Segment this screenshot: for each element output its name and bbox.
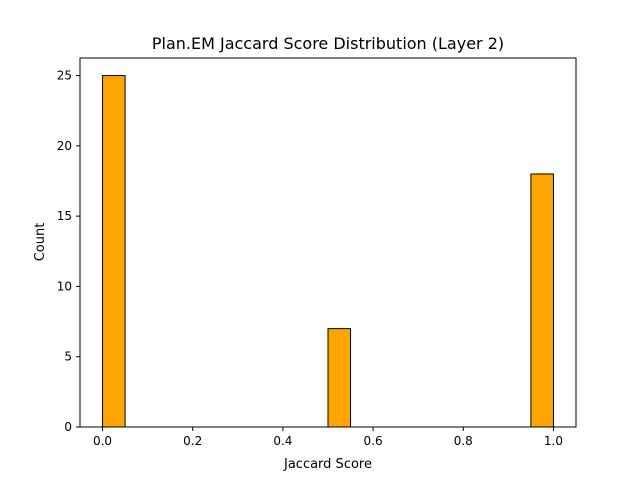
plot-area-frame [79, 57, 577, 428]
histogram-bar-2 [530, 173, 554, 428]
y-axis-label: Count [33, 223, 48, 262]
x-tick-label-1: 0.2 [183, 434, 202, 448]
histogram-bar-0 [102, 75, 126, 428]
x-tick-label-3: 0.6 [364, 434, 383, 448]
y-tick-label-3: 15 [57, 209, 72, 223]
x-tick-label-0: 0.0 [93, 434, 112, 448]
x-tick-label-4: 0.8 [454, 434, 473, 448]
x-tick-label-2: 0.4 [273, 434, 292, 448]
x-tick-label-5: 1.0 [544, 434, 563, 448]
y-tick-label-4: 20 [57, 139, 72, 153]
y-tick-label-0: 0 [64, 420, 72, 434]
y-axis-ticks: 0 5 10 15 20 25 [57, 69, 80, 434]
y-tick-label-1: 5 [64, 350, 72, 364]
x-axis-label: Jaccard Score [283, 457, 372, 472]
chart-title: Plan.EM Jaccard Score Distribution (Laye… [152, 34, 504, 53]
x-axis-ticks: 0.0 0.2 0.4 0.6 0.8 1.0 [93, 427, 563, 448]
bars-group [102, 75, 554, 428]
y-tick-label-2: 10 [57, 279, 72, 293]
y-tick-label-5: 25 [57, 69, 72, 83]
histogram-bar-1 [327, 328, 352, 428]
